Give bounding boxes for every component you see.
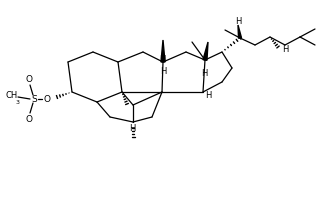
Text: H: H xyxy=(159,54,165,64)
Text: O: O xyxy=(26,114,33,123)
Text: H: H xyxy=(235,18,241,26)
Text: H: H xyxy=(160,68,166,76)
Text: H: H xyxy=(282,46,289,54)
Text: O: O xyxy=(26,74,33,84)
Text: H: H xyxy=(205,90,211,99)
Polygon shape xyxy=(238,25,241,38)
Polygon shape xyxy=(161,40,165,62)
Text: S: S xyxy=(31,95,37,104)
Text: CH: CH xyxy=(6,92,18,100)
Text: O: O xyxy=(43,95,50,104)
Text: H: H xyxy=(201,70,207,78)
Text: 3: 3 xyxy=(16,99,20,104)
Polygon shape xyxy=(203,42,208,60)
Text: H: H xyxy=(129,124,135,133)
